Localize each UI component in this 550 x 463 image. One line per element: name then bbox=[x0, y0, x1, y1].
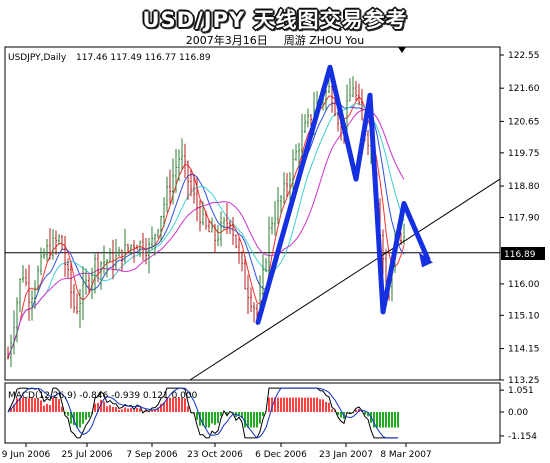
price-tick-label: 116.00 bbox=[508, 280, 540, 290]
current-price-label: 116.89 bbox=[504, 250, 536, 260]
macd-label: MACD(12,26,9) -0.846 -0.939 0.121 0.000 bbox=[8, 391, 198, 401]
date-tick-label: 25 Jul 2006 bbox=[62, 450, 113, 460]
price-tick-label: 119.75 bbox=[508, 149, 540, 159]
chart-date: 2007年3月16日 bbox=[185, 34, 268, 47]
price-tick-label: 118.80 bbox=[508, 182, 540, 192]
ma-long-line bbox=[7, 108, 405, 358]
symbol-label: USDJPY,Daily bbox=[8, 53, 67, 63]
date-tick-label: 6 Dec 2006 bbox=[255, 450, 307, 460]
price-tick-label: 114.15 bbox=[508, 345, 540, 355]
macd-main-line bbox=[7, 387, 398, 439]
price-tick-label: 115.10 bbox=[508, 311, 540, 321]
current-price-box bbox=[501, 247, 545, 260]
chart-title: USD/JPY 天线图交易参考 bbox=[142, 8, 408, 32]
chart-author: 周游 ZHOU You bbox=[283, 34, 365, 47]
price-tick-label: 121.60 bbox=[508, 84, 540, 94]
date-tick-label: 8 Mar 2007 bbox=[380, 450, 431, 460]
date-tick-label: 23 Jan 2007 bbox=[319, 450, 373, 460]
support-trendline bbox=[189, 178, 501, 381]
price-tick-label: 113.25 bbox=[508, 376, 540, 386]
price-tick-label: 122.55 bbox=[508, 51, 540, 61]
ohlc-label: 117.46 117.49 116.77 116.89 bbox=[76, 53, 211, 63]
forecast-zigzag-line bbox=[255, 64, 431, 325]
price-tick-label: 117.90 bbox=[508, 214, 540, 224]
price-tick-label: 120.65 bbox=[508, 117, 540, 127]
macd-tick-label: -1.154 bbox=[508, 432, 537, 442]
date-tick-label: 9 Jun 2006 bbox=[2, 450, 51, 460]
forecast-arrowhead-icon bbox=[419, 252, 433, 268]
chart-subtitle: 2007年3月16日 周游 ZHOU You bbox=[0, 32, 550, 48]
main-plot-frame bbox=[4, 46, 501, 381]
date-tick-label: 7 Sep 2006 bbox=[126, 450, 178, 460]
macd-tick-label: 0.00 bbox=[508, 408, 528, 418]
macd-tick-label: 1.051 bbox=[508, 386, 534, 396]
date-tick-label: 23 Oct 2006 bbox=[187, 450, 243, 460]
macd-signal-line bbox=[7, 387, 398, 439]
shift-marker-icon bbox=[398, 47, 406, 53]
